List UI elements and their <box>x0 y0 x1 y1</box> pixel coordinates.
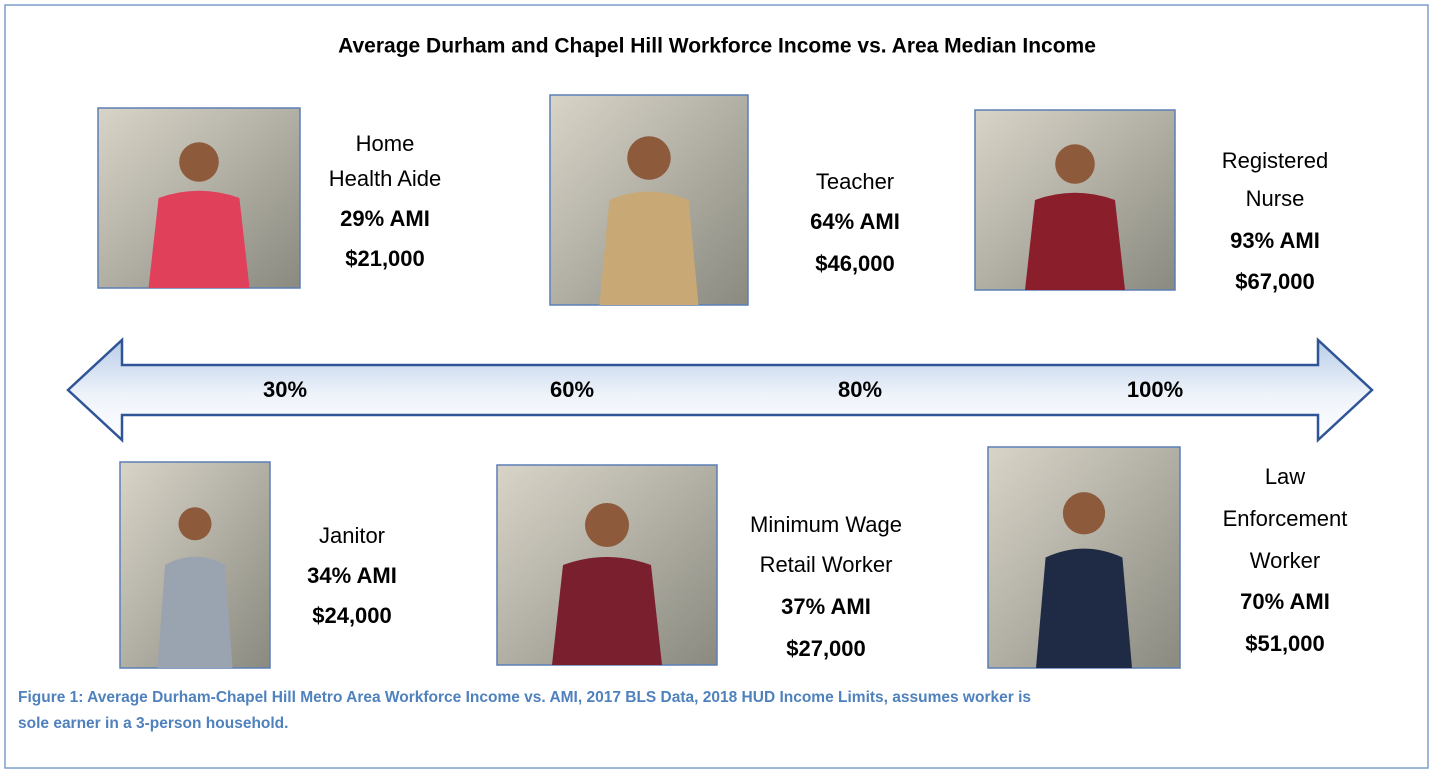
arrow-label: 60% <box>550 377 594 402</box>
caption: Figure 1: Average Durham-Chapel Hill Met… <box>18 689 1031 706</box>
worker-photo <box>97 107 301 289</box>
worker-ami: 34% AMI <box>307 563 397 588</box>
photo-head <box>179 142 219 182</box>
worker-photo <box>974 109 1176 291</box>
worker-name: Teacher <box>816 169 894 194</box>
worker-photo <box>119 461 271 669</box>
worker-name: Health Aide <box>329 166 442 191</box>
photo-head <box>178 507 212 541</box>
worker-ami: 37% AMI <box>781 594 871 619</box>
worker-photo <box>549 94 749 306</box>
worker-income: $67,000 <box>1235 269 1315 294</box>
worker-name: Retail Worker <box>760 552 893 577</box>
worker-name: Minimum Wage <box>750 512 902 537</box>
worker-photo <box>496 464 718 666</box>
worker-ami: 29% AMI <box>340 206 430 231</box>
worker-income: $46,000 <box>815 251 895 276</box>
worker-income: $24,000 <box>312 603 392 628</box>
photo-body <box>1025 192 1125 290</box>
worker-photo <box>987 446 1181 669</box>
title: Average Durham and Chapel Hill Workforce… <box>338 35 1096 58</box>
caption: sole earner in a 3-person household. <box>18 715 288 732</box>
photo-body <box>157 556 233 668</box>
worker-ami: 93% AMI <box>1230 228 1320 253</box>
worker-name: Worker <box>1250 548 1321 573</box>
worker-income: $21,000 <box>345 246 425 271</box>
photo-head <box>627 136 671 180</box>
worker-name: Home <box>356 131 415 156</box>
arrow-label: 30% <box>263 377 307 402</box>
worker-name: Registered <box>1222 148 1328 173</box>
arrow-label: 80% <box>838 377 882 402</box>
worker-income: $51,000 <box>1245 631 1325 656</box>
photo-body <box>552 557 662 665</box>
photo-head <box>585 503 629 547</box>
photo-body <box>148 190 250 288</box>
worker-ami: 64% AMI <box>810 209 900 234</box>
worker-ami: 70% AMI <box>1240 589 1330 614</box>
photo-body <box>599 191 699 305</box>
worker-name: Nurse <box>1246 186 1305 211</box>
photo-head <box>1062 492 1106 535</box>
income-arrow <box>66 337 1374 443</box>
photo-head <box>1055 144 1095 184</box>
arrow-label: 100% <box>1127 377 1183 402</box>
worker-income: $27,000 <box>786 636 866 661</box>
worker-name: Law <box>1265 464 1305 489</box>
worker-name: Enforcement <box>1223 506 1348 531</box>
photo-body <box>1036 548 1132 668</box>
worker-name: Janitor <box>319 523 385 548</box>
